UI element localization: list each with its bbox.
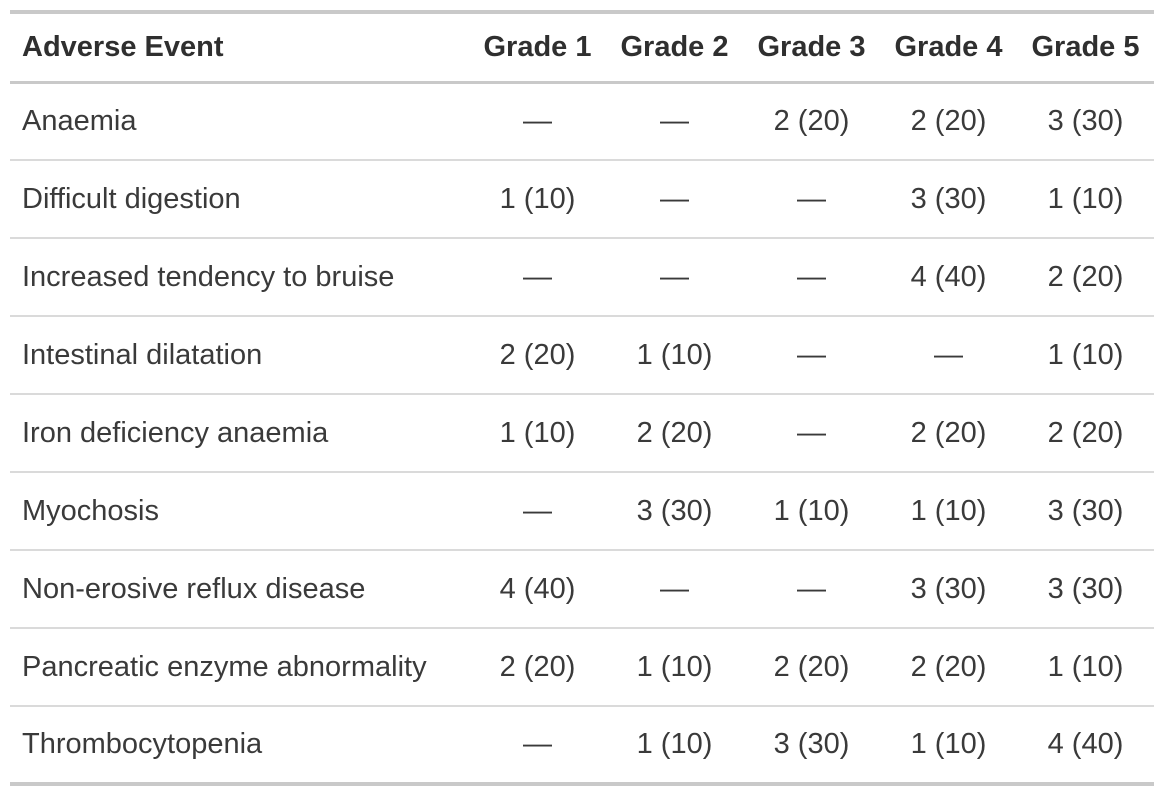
grade-4-value: 1 (10): [880, 471, 1017, 550]
adverse-events-table: Adverse Event Grade 1 Grade 2 Grade 3 Gr…: [10, 10, 1154, 786]
column-header-grade-3: Grade 3: [743, 12, 880, 84]
grade-3-value: 2 (20): [773, 104, 850, 137]
grade-4-value: 3 (30): [880, 549, 1017, 628]
grade-5-value: 3 (30): [1017, 471, 1154, 550]
adverse-event-name: Increased tendency to bruise: [10, 237, 469, 316]
grade-4-value: 2 (20): [910, 104, 987, 137]
grade-2-value: 1 (10): [606, 627, 743, 706]
grade-4-value: —: [880, 315, 1017, 394]
adverse-event-name: Myochosis: [10, 471, 469, 550]
grade-4-value: 2 (20): [880, 393, 1017, 472]
grade-5-value: 2 (20): [1017, 237, 1154, 316]
table-row: Anaemia — — 2 (20) 2 (20) 3 (30): [10, 82, 1154, 160]
table-row: Intestinal dilatation 2 (20) 1 (10) — —1 (10…: [10, 315, 1154, 394]
table-row: Myochosis —3 (30) 1 (10) 1 (10) 3 (30): [10, 471, 1154, 550]
grade-3-value: —: [743, 393, 880, 472]
adverse-event-name: Non-erosive reflux disease: [10, 549, 469, 628]
table-header: Adverse Event Grade 1 Grade 2 Grade 3 Gr…: [10, 12, 1154, 84]
adverse-event-name: Anaemia: [22, 104, 137, 137]
grade-4-value: 3 (30): [880, 159, 1017, 238]
grade-5-value: 2 (20): [1017, 393, 1154, 472]
table-row: Non-erosive reflux disease 4 (40) — —3 (30)…: [10, 549, 1154, 628]
grade-5-value: 4 (40): [1017, 705, 1154, 784]
grade-1-value: 4 (40): [469, 549, 606, 628]
column-header-grade-2: Grade 2: [606, 12, 743, 84]
grade-5-value: 1 (10): [1017, 627, 1154, 706]
grade-1-value: —: [469, 471, 606, 550]
grade-1-value: 2 (20): [469, 627, 606, 706]
adverse-events-table-container: Adverse Event Grade 1 Grade 2 Grade 3 Gr…: [10, 10, 1154, 786]
grade-2-value: 1 (10): [606, 705, 743, 784]
column-header-grade-4: Grade 4: [880, 12, 1017, 84]
grade-3-value: 3 (30): [743, 705, 880, 784]
grade-4-value: 1 (10): [880, 705, 1017, 784]
grade-2-value: 1 (10): [606, 315, 743, 394]
adverse-event-name: Thrombocytopenia: [10, 705, 469, 784]
grade-3-value: 1 (10): [743, 471, 880, 550]
column-header-adverse-event: Adverse Event: [10, 12, 469, 84]
grade-2-value: 3 (30): [606, 471, 743, 550]
table-row: Iron deficiency anaemia 1 (10) 2 (20) —2 (2…: [10, 393, 1154, 472]
grade-3-value: —: [743, 315, 880, 394]
grade-3-value: 2 (20): [743, 627, 880, 706]
adverse-event-name: Intestinal dilatation: [10, 315, 469, 394]
grade-2-value: —: [660, 104, 689, 137]
grade-4-value: 2 (20): [880, 627, 1017, 706]
grade-5-value: 3 (30): [1017, 549, 1154, 628]
grade-3-value: —: [743, 159, 880, 238]
grade-1-value: —: [469, 237, 606, 316]
grade-2-value: —: [606, 237, 743, 316]
column-header-grade-5: Grade 5: [1017, 12, 1154, 84]
grade-1-value: —: [469, 705, 606, 784]
grade-4-value: 4 (40): [880, 237, 1017, 316]
table-header-row: Adverse Event Grade 1 Grade 2 Grade 3 Gr…: [10, 12, 1154, 84]
grade-1-value: —: [523, 104, 552, 137]
column-header-grade-1: Grade 1: [469, 12, 606, 84]
table-body: Anaemia — —2 (20) 2 (20) 3 (30) Difficult dig…: [10, 82, 1154, 784]
adverse-event-name: Difficult digestion: [10, 159, 469, 238]
grade-3-value: —: [743, 549, 880, 628]
grade-2-value: —: [606, 159, 743, 238]
table-row: Thrombocytopenia —1 (10) 3 (30) 1 (10) 4 (40…: [10, 705, 1154, 784]
table-row: Increased tendency to bruise — — —4 (40) 2 (…: [10, 237, 1154, 316]
grade-3-value: —: [743, 237, 880, 316]
grade-5-value: 1 (10): [1017, 315, 1154, 394]
adverse-event-name: Iron deficiency anaemia: [10, 393, 469, 472]
grade-2-value: —: [606, 549, 743, 628]
table-row: Difficult digestion 1 (10) — —3 (30) 1 (10): [10, 159, 1154, 238]
grade-1-value: 1 (10): [469, 393, 606, 472]
grade-1-value: 2 (20): [469, 315, 606, 394]
adverse-event-name: Pancreatic enzyme abnormality: [10, 627, 469, 706]
grade-5-value: 1 (10): [1017, 159, 1154, 238]
grade-1-value: 1 (10): [469, 159, 606, 238]
grade-2-value: 2 (20): [606, 393, 743, 472]
grade-5-value: 3 (30): [1047, 104, 1124, 137]
table-row: Pancreatic enzyme abnormality 2 (20) 1 (10…: [10, 627, 1154, 706]
